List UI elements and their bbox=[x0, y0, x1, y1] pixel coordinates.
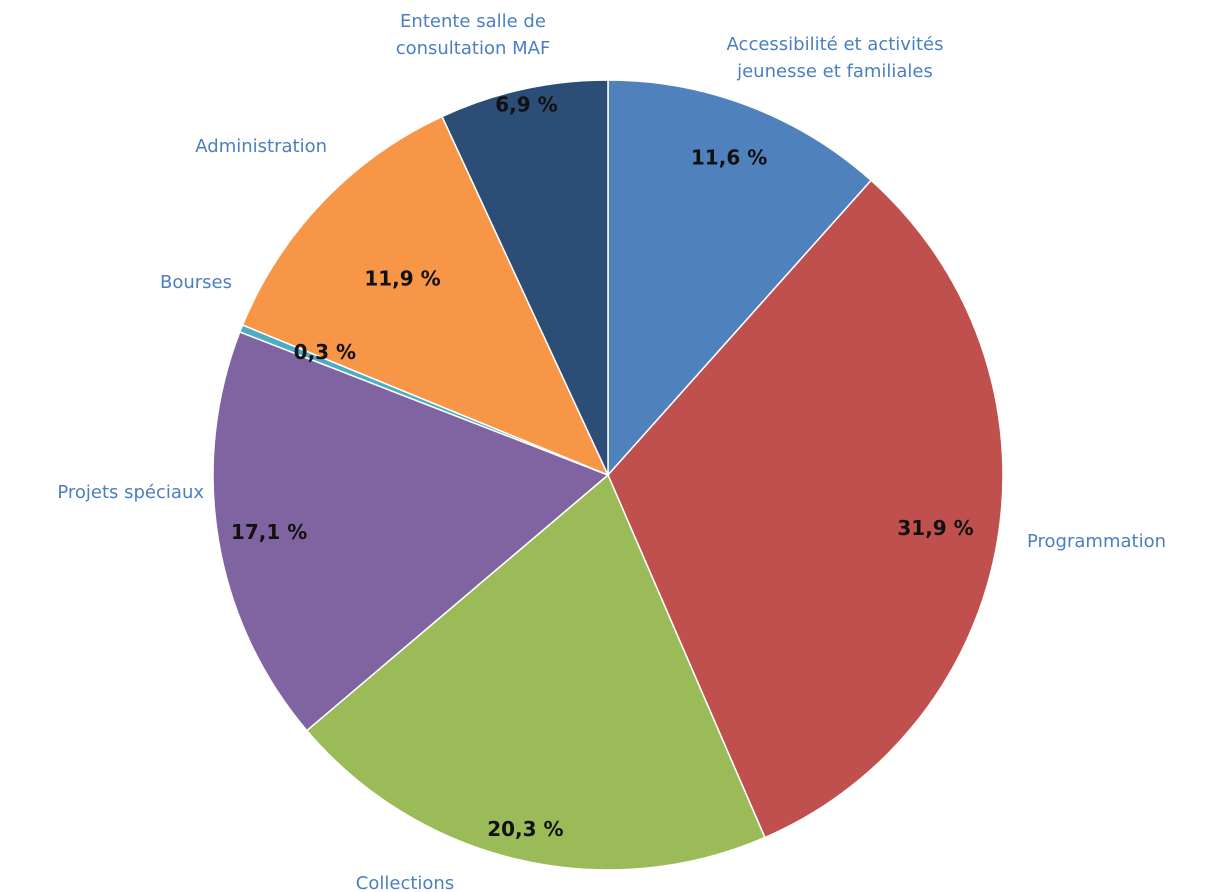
category-label-line: Entente salle de bbox=[400, 11, 546, 32]
value-label-3: 17,1 % bbox=[231, 520, 307, 544]
value-labels: 11,6 % 31,9 % 20,3 % 17,1 % 0,3 % 11,9 % 6,9 % bbox=[231, 93, 974, 841]
pie-slice-0 bbox=[607, 79, 873, 477]
category-label-line: Administration bbox=[195, 136, 327, 157]
category-label-0: Accessibilité et activités jeunesse et fa… bbox=[727, 34, 944, 82]
value-label-2: 20,3 % bbox=[487, 817, 563, 841]
category-label-line: jeunesse et familiales bbox=[736, 61, 933, 82]
category-labels: Accessibilité et activités jeunesse et fa… bbox=[57, 11, 1166, 892]
pie-slice-5 bbox=[241, 115, 610, 477]
pie-slice-2 bbox=[305, 473, 766, 871]
category-label-line: Projets spéciaux bbox=[57, 482, 204, 503]
category-label-1: Programmation bbox=[1027, 531, 1166, 552]
category-label-3: Projets spéciaux bbox=[57, 482, 204, 503]
category-label-line: Programmation bbox=[1027, 531, 1166, 552]
category-label-line: Accessibilité et activités bbox=[727, 34, 944, 55]
value-label-4: 0,3 % bbox=[294, 340, 356, 364]
category-label-line: Bourses bbox=[160, 272, 232, 293]
category-label-2: Collections bbox=[356, 873, 454, 892]
value-label-0: 11,6 % bbox=[691, 146, 767, 170]
pie-slice-1 bbox=[607, 179, 1004, 839]
pie-slice-6 bbox=[441, 79, 609, 476]
pie-slices bbox=[212, 79, 1004, 871]
category-label-4: Bourses bbox=[160, 272, 232, 293]
value-label-1: 31,9 % bbox=[897, 516, 973, 540]
category-label-line: Collections bbox=[356, 873, 454, 892]
category-label-5: Administration bbox=[195, 136, 327, 157]
pie-slice-3 bbox=[212, 330, 610, 732]
category-label-line: consultation MAF bbox=[396, 38, 551, 59]
value-label-5: 11,9 % bbox=[364, 266, 440, 290]
value-label-6: 6,9 % bbox=[495, 93, 557, 117]
category-label-6: Entente salle de consultation MAF bbox=[396, 11, 551, 59]
